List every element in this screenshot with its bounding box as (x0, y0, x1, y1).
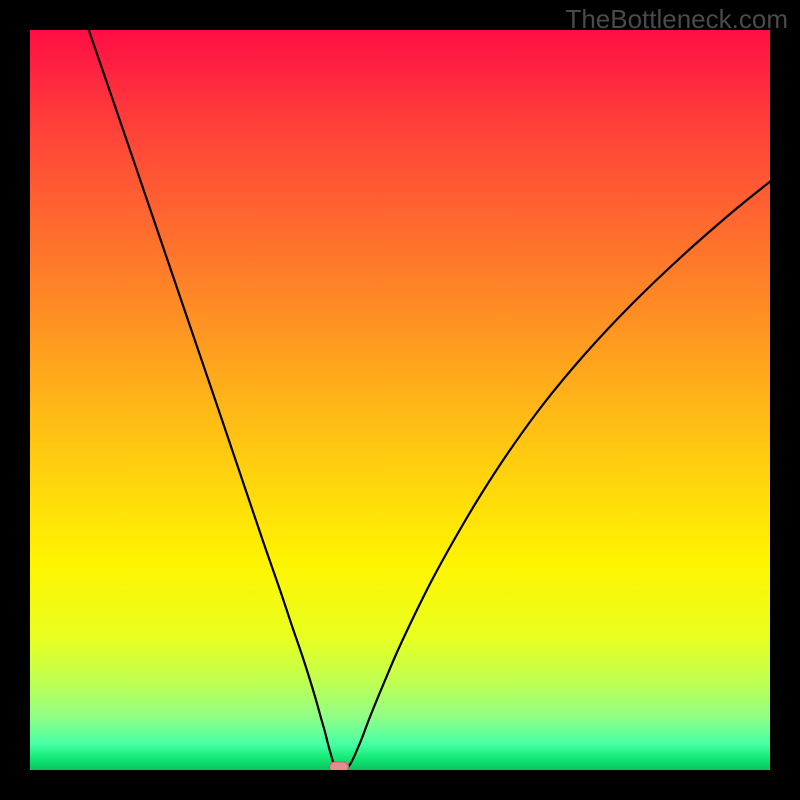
bottleneck-curve (30, 30, 770, 770)
watermark-text: TheBottleneck.com (565, 4, 788, 35)
plot-area (30, 30, 770, 770)
optimal-point-marker (329, 762, 349, 771)
